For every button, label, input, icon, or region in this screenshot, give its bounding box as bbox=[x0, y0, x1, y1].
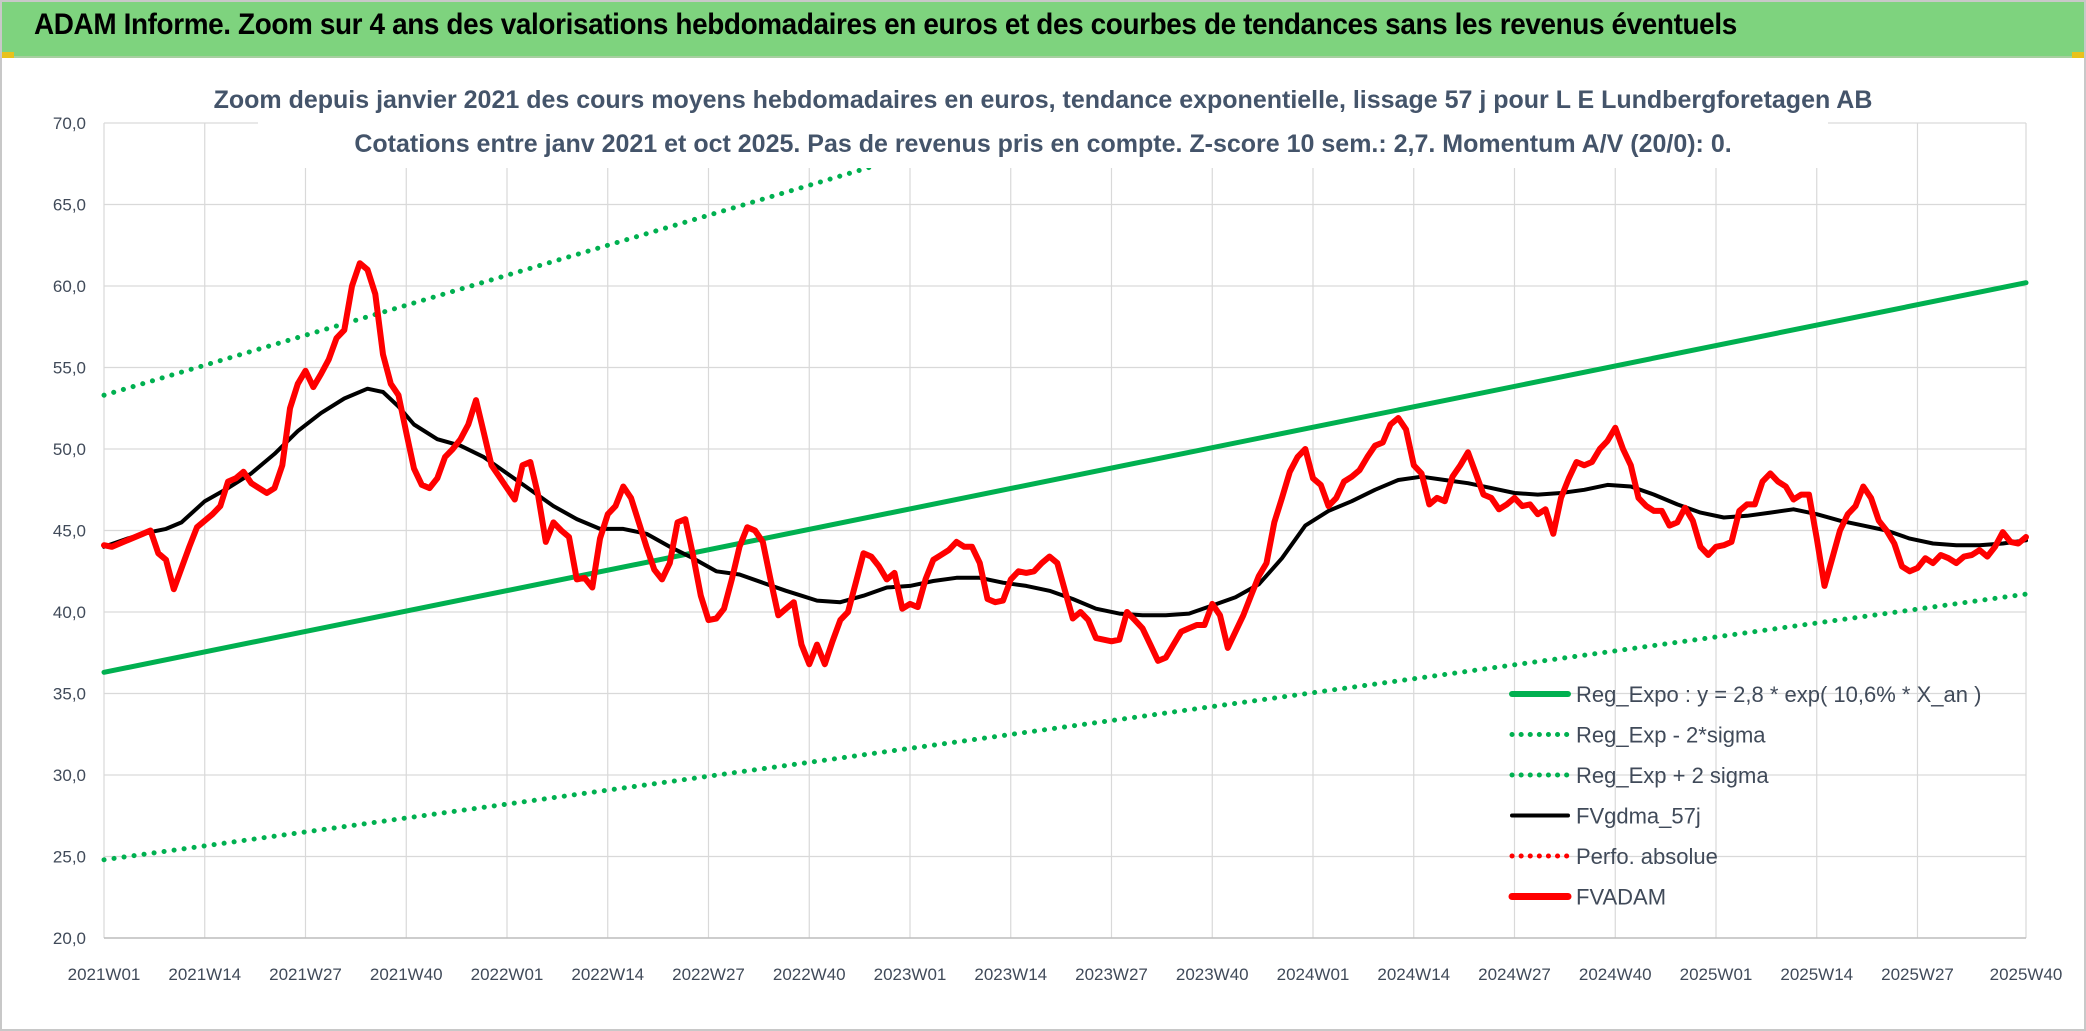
legend: Reg_Expo : y = 2,8 * exp( 10,6% * X_an )… bbox=[1508, 682, 1981, 910]
series-line-reg-expo-y-2-8-exp-10-6-x-an bbox=[101, 280, 2029, 675]
x-tick-label: 2025W14 bbox=[1780, 965, 1853, 984]
x-tick-label: 2022W14 bbox=[571, 965, 644, 984]
x-tick-label: 2023W40 bbox=[1176, 965, 1249, 984]
series-line-reg-exp-2-sigma bbox=[101, 121, 1034, 398]
x-tick-label: 2025W40 bbox=[1990, 965, 2063, 984]
y-tick-label: 70,0 bbox=[53, 114, 86, 133]
legend-label: FVgdma_57j bbox=[1576, 804, 1701, 829]
x-tick-label: 2024W14 bbox=[1377, 965, 1450, 984]
legend-label: FVADAM bbox=[1576, 885, 1666, 910]
x-tick-label: 2022W01 bbox=[471, 965, 544, 984]
x-tick-label: 2021W14 bbox=[168, 965, 241, 984]
legend-label: Reg_Exp - 2*sigma bbox=[1576, 723, 1766, 748]
y-tick-label: 35,0 bbox=[53, 685, 86, 704]
x-tick-label: 2025W27 bbox=[1881, 965, 1954, 984]
legend-label: Reg_Expo : y = 2,8 * exp( 10,6% * X_an ) bbox=[1576, 682, 1981, 707]
y-tick-label: 60,0 bbox=[53, 277, 86, 296]
y-tick-label: 25,0 bbox=[53, 848, 86, 867]
series-line-fvadam bbox=[101, 260, 2029, 668]
legend-label: Perfo. absolue bbox=[1576, 844, 1718, 869]
chart-title-block: Zoom depuis janvier 2021 des cours moyen… bbox=[214, 76, 1873, 168]
series-group bbox=[101, 121, 2029, 863]
x-tick-label: 2024W27 bbox=[1478, 965, 1551, 984]
gridlines bbox=[103, 122, 2027, 939]
x-tick-label: 2021W40 bbox=[370, 965, 443, 984]
x-tick-label: 2024W01 bbox=[1277, 965, 1350, 984]
y-tick-label: 20,0 bbox=[53, 929, 86, 948]
y-tick-label: 55,0 bbox=[53, 359, 86, 378]
chart-subtitle: Cotations entre janv 2021 et oct 2025. P… bbox=[354, 130, 1731, 158]
x-tick-label: 2021W01 bbox=[68, 965, 141, 984]
x-tick-label: 2025W01 bbox=[1680, 965, 1753, 984]
banner-accent-right bbox=[2072, 52, 2084, 58]
axis-ticks: 20,0 25,0 30,0 35,0 40,0 45,0 50,0 55,0 60,0 65,0… bbox=[53, 114, 2062, 984]
x-tick-label: 2021W27 bbox=[269, 965, 342, 984]
legend-label: Reg_Exp + 2 sigma bbox=[1576, 763, 1769, 788]
x-tick-label: 2023W01 bbox=[874, 965, 947, 984]
x-tick-label: 2024W40 bbox=[1579, 965, 1652, 984]
x-tick-label: 2023W27 bbox=[1075, 965, 1148, 984]
series-line-reg-exp-2-sigma bbox=[101, 591, 2029, 863]
x-tick-label: 2022W27 bbox=[672, 965, 745, 984]
y-tick-label: 50,0 bbox=[53, 440, 86, 459]
x-tick-label: 2023W14 bbox=[974, 965, 1047, 984]
y-tick-label: 30,0 bbox=[53, 766, 86, 785]
banner-accent-left bbox=[2, 52, 14, 58]
banner-title: ADAM Informe. Zoom sur 4 ans des valoris… bbox=[34, 8, 1737, 41]
chart-title: Zoom depuis janvier 2021 des cours moyen… bbox=[214, 86, 1873, 114]
x-tick-label: 2022W40 bbox=[773, 965, 846, 984]
y-tick-label: 45,0 bbox=[53, 522, 86, 541]
report-banner: ADAM Informe. Zoom sur 4 ans des valoris… bbox=[2, 2, 2084, 58]
y-tick-label: 40,0 bbox=[53, 603, 86, 622]
y-tick-label: 65,0 bbox=[53, 196, 86, 215]
title-background bbox=[258, 76, 1828, 168]
